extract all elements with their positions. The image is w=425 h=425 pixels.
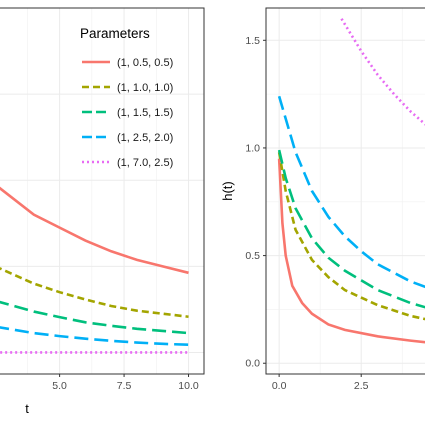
left-series-line-3 (0, 300, 189, 335)
right-y-axis-title: h(t) (220, 181, 235, 201)
right-y-tick-label: 1.0 (245, 142, 260, 154)
right-series-line-3 (277, 149, 425, 309)
left-x-axis-title: t (25, 401, 29, 416)
legend-label-4: (1, 2.5, 2.0) (117, 132, 173, 144)
left-x-tick-label: 7.5 (117, 380, 132, 392)
right-y-tick-label: 1.5 (245, 35, 260, 47)
legend: Parameters (1, 0.5, 0.5) (1, 1.0, 1.0) (1, … (80, 26, 173, 169)
legend-label-5: (1, 7.0, 2.5) (117, 157, 173, 169)
right-panel: 0.0 2.5 0.0 0.5 1.0 1.5 h(t) (220, 7, 425, 392)
legend-label-2: (1, 1.0, 1.0) (117, 82, 173, 94)
right-y-tick-label: 0.0 (245, 358, 260, 370)
right-series-line-4 (277, 95, 425, 289)
right-plot-background (266, 8, 425, 374)
left-series-line-2 (0, 267, 189, 319)
right-x-tick-label: 2.5 (354, 380, 369, 392)
left-x-tick-label: 5.0 (52, 380, 67, 392)
right-series-line-5 (340, 18, 425, 126)
right-x-tick-label: 0.0 (272, 380, 287, 392)
legend-title: Parameters (80, 26, 150, 41)
right-series-line-1 (277, 158, 425, 344)
left-series-line-1 (0, 186, 189, 275)
right-series-line-2 (277, 152, 425, 321)
legend-label-1: (1, 0.5, 0.5) (117, 57, 173, 69)
legend-label-3: (1, 1.5, 1.5) (117, 107, 173, 119)
left-panel: 5.0 7.5 10.0 t Parameters (1, 0.5, 0.5) (1, 1.… (0, 7, 205, 416)
left-panel-border (0, 7, 205, 375)
right-y-tick-label: 0.5 (245, 250, 260, 262)
left-x-tick-label: 10.0 (178, 380, 199, 392)
right-panel-border (265, 7, 425, 375)
left-series-line-4 (0, 326, 189, 347)
left-plot-background (0, 8, 204, 374)
